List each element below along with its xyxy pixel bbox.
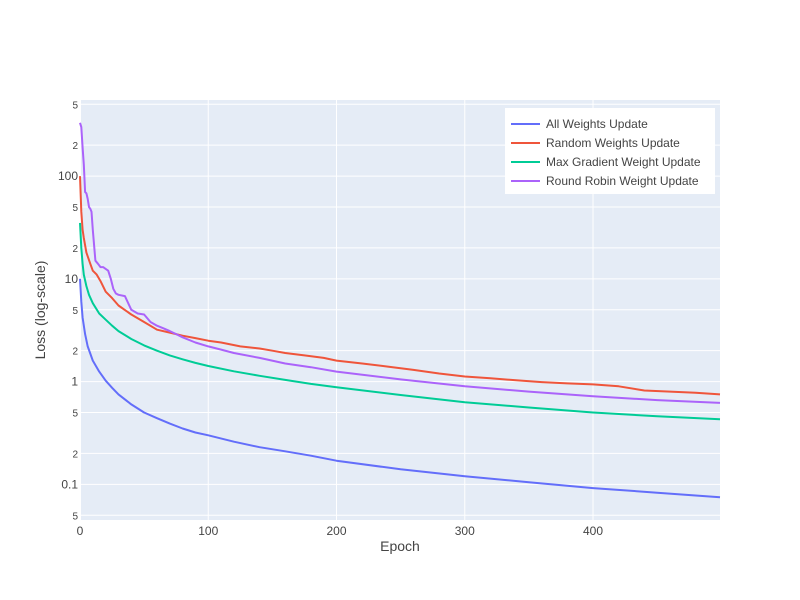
x-tick-label: 200	[326, 524, 346, 538]
x-tick-label: 0	[77, 524, 84, 538]
y-minor-tick-label: 5	[72, 306, 78, 317]
y-minor-tick-label: 5	[72, 409, 78, 420]
x-axis-ticks: 0 100 200 300 400	[77, 524, 604, 538]
x-tick-label: 300	[455, 524, 475, 538]
y-axis-ticks: 0.1 1 10 100 5 2 5 2 5 2 5 2 5	[58, 100, 78, 522]
legend-label-3: Max Gradient Weight Update	[546, 155, 701, 169]
y-tick-label: 100	[58, 169, 78, 183]
grid-lines	[79, 100, 720, 520]
legend-label-2: Random Weights Update	[546, 136, 680, 150]
x-axis-title: Epoch	[380, 538, 420, 554]
series-line-1	[79, 278, 721, 499]
series-line-4	[79, 122, 721, 404]
y-minor-tick-label: 5	[72, 203, 78, 214]
y-minor-tick-label: 2	[72, 244, 78, 255]
series-line-2	[79, 176, 721, 396]
legend-label-1: All Weights Update	[546, 117, 648, 131]
y-tick-label: 0.1	[61, 477, 78, 491]
y-minor-tick-label: 5	[72, 511, 78, 522]
series-line-3	[79, 222, 721, 421]
legend-label-4: Round Robin Weight Update	[546, 174, 699, 188]
y-minor-tick-label: 5	[72, 100, 78, 111]
x-tick-label: 400	[583, 524, 603, 538]
x-tick-label: 100	[198, 524, 218, 538]
y-axis-title: Loss (log-scale)	[32, 261, 48, 360]
y-tick-label: 10	[65, 272, 79, 286]
series-layer	[79, 122, 721, 499]
legend: All Weights Update Random Weights Update M…	[505, 108, 715, 194]
y-minor-tick-label: 2	[72, 141, 78, 152]
y-minor-tick-label: 2	[72, 347, 78, 358]
y-tick-label: 1	[71, 375, 78, 389]
y-minor-tick-label: 2	[72, 449, 78, 460]
legend-background	[505, 108, 715, 194]
